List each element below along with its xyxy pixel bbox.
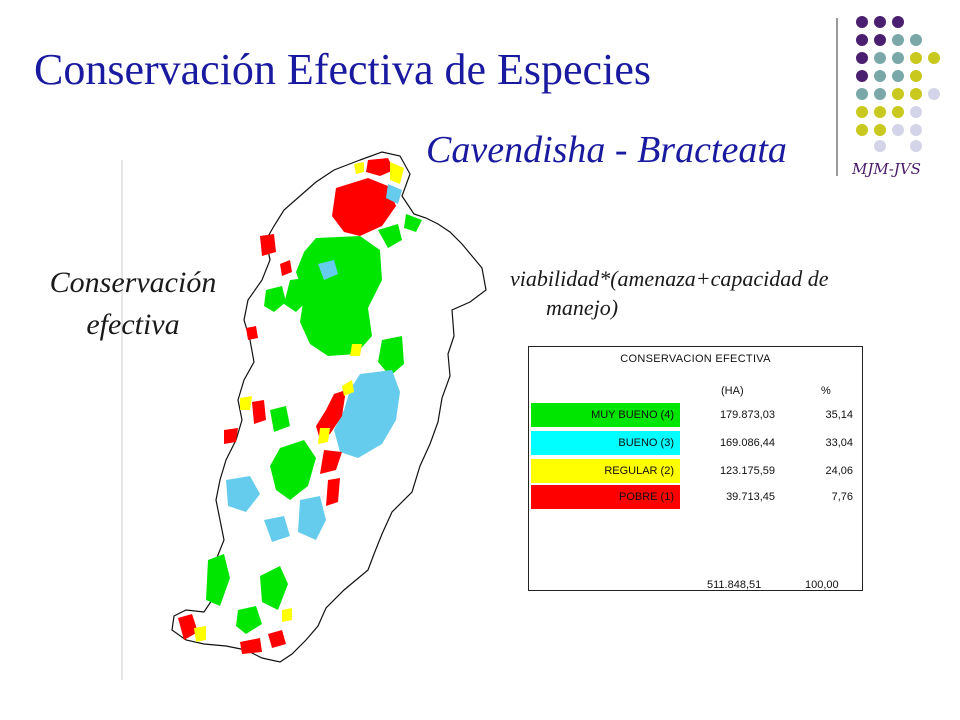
- category-cell: MUY BUENO (4): [531, 403, 680, 427]
- category-cell: BUENO (3): [531, 431, 680, 455]
- decorative-divider: [836, 18, 838, 176]
- ha-cell: 169.086,44: [719, 437, 775, 449]
- category-cell: REGULAR (2): [531, 459, 680, 483]
- total-pct: 100,00: [805, 579, 839, 591]
- formula-line1: viabilidad*(amenaza+capacidad de: [510, 266, 829, 291]
- conservation-table: CONSERVACION EFECTIVA (HA) % MUY BUENO (…: [528, 346, 863, 591]
- slide-title: Conservación Efectiva de Especies: [34, 45, 651, 94]
- pct-cell: 24,06: [825, 465, 853, 477]
- formula-text: viabilidad*(amenaza+capacidad de manejo): [510, 264, 920, 322]
- column-header-pct: %: [821, 385, 831, 397]
- left-label-line2: efectiva: [86, 308, 180, 341]
- left-label-line1: Conservación: [49, 266, 217, 299]
- pct-cell: 7,76: [831, 491, 853, 503]
- decorative-dots-icon: [856, 16, 940, 152]
- conservation-map: [121, 151, 487, 680]
- pct-cell: 35,14: [825, 409, 853, 421]
- table-row: MUY BUENO (4) 179.873,03 35,14: [529, 403, 862, 427]
- column-header-ha: (HA): [721, 385, 744, 397]
- category-cell: POBRE (1): [531, 485, 680, 509]
- ha-cell: 39.713,45: [726, 491, 775, 503]
- left-label: Conservación efectiva: [20, 262, 246, 346]
- ha-cell: 123.175,59: [719, 465, 775, 477]
- table-row: BUENO (3) 169.086,44 33,04: [529, 431, 862, 455]
- author-signature: MJM-JVS: [852, 160, 921, 178]
- total-ha: 511.848,51: [707, 579, 762, 591]
- table-header: CONSERVACION EFECTIVA: [620, 353, 771, 365]
- table-row: POBRE (1) 39.713,45 7,76: [529, 485, 862, 509]
- table-row: REGULAR (2) 123.175,59 24,06: [529, 459, 862, 483]
- ha-cell: 179.873,03: [719, 409, 775, 421]
- formula-line2: manejo): [546, 295, 619, 320]
- pct-cell: 33,04: [825, 437, 853, 449]
- slide-subtitle: Cavendisha - Bracteata: [426, 129, 787, 171]
